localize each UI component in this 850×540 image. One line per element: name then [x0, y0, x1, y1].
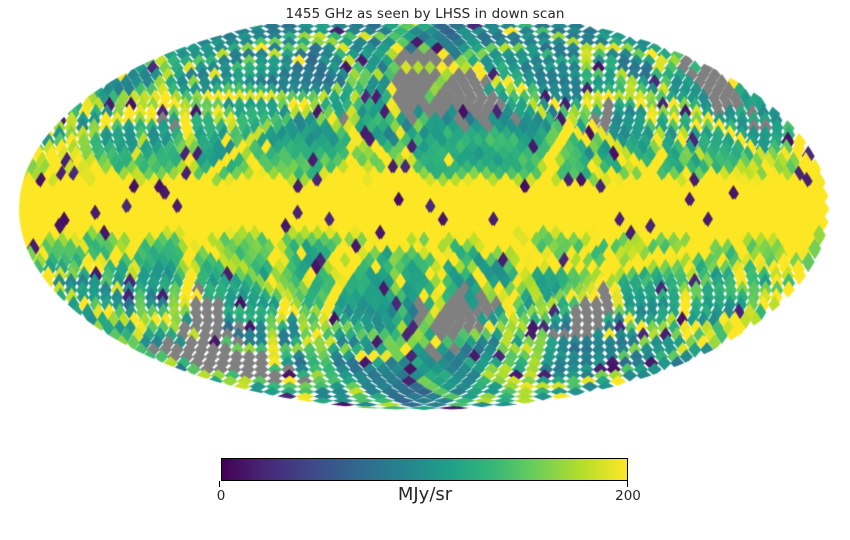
mollweide-sky-projection — [0, 24, 850, 444]
page-title: 1455 GHz as seen by LHSS in down scan — [285, 6, 565, 22]
colorbar-max-tick — [627, 481, 628, 487]
colorbar: 0 200 MJy/sr — [0, 452, 850, 512]
colorbar-unit-label: MJy/sr — [397, 484, 453, 505]
sky-map — [0, 24, 850, 444]
colorbar-gradient-bar — [221, 458, 628, 481]
colorbar-min-tick — [219, 481, 220, 487]
colorbar-max-label: 200 — [615, 488, 641, 504]
colorbar-min-label: 0 — [216, 488, 226, 504]
